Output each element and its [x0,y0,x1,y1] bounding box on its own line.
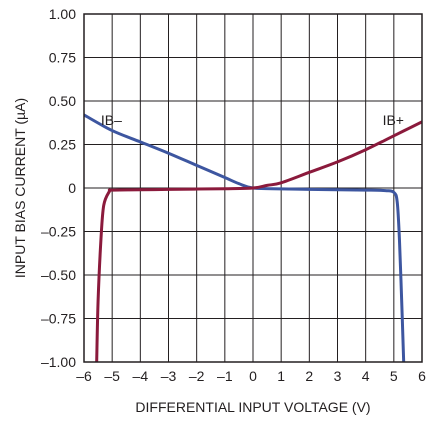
x-tick-labels: –6 –5 –4 –3 –2 –1 0 1 2 3 4 5 6 [76,368,426,384]
x-tick-label: –3 [161,368,177,384]
y-tick-labels: 1.00 0.75 0.50 0.25 0 –0.25 –0.50 –0.75 –1.00 [41,6,76,370]
y-tick-label: 0.75 [49,50,76,66]
plot-frame [83,13,423,363]
x-tick-label: –6 [76,368,92,384]
y-tick-label: –0.50 [41,267,76,283]
y-tick-label: –0.25 [41,224,76,240]
x-tick-label: –4 [133,368,149,384]
x-tick-label: –5 [104,368,120,384]
y-tick-label: 1.00 [49,6,76,22]
x-tick-label: 3 [334,368,342,384]
y-axis-label: INPUT BIAS CURRENT (µA) [12,98,28,278]
x-tick-label: 5 [390,368,398,384]
y-tick-label: 0.25 [49,137,76,153]
y-tick-label: –0.75 [41,311,76,327]
series-layer [84,113,422,362]
series-line-ib-minus [84,113,406,362]
x-tick-label: 0 [249,368,257,384]
y-tick-label: 0 [68,180,76,196]
x-tick-label: 6 [418,368,426,384]
curve-label: IB– [101,112,122,128]
annotations: IB– IB+ [101,112,404,128]
x-tick-label: 1 [277,368,285,384]
x-tick-label: 4 [362,368,370,384]
x-axis-label: DIFFERENTIAL INPUT VOLTAGE (V) [135,399,370,415]
x-tick-label: 2 [305,368,313,384]
curve-label: IB+ [383,112,404,128]
x-tick-label: –1 [217,368,233,384]
y-tick-label: 0.50 [49,93,76,109]
x-tick-label: –2 [189,368,205,384]
series-line-ib-plus [95,120,422,362]
y-tick-label: –1.00 [41,354,76,370]
